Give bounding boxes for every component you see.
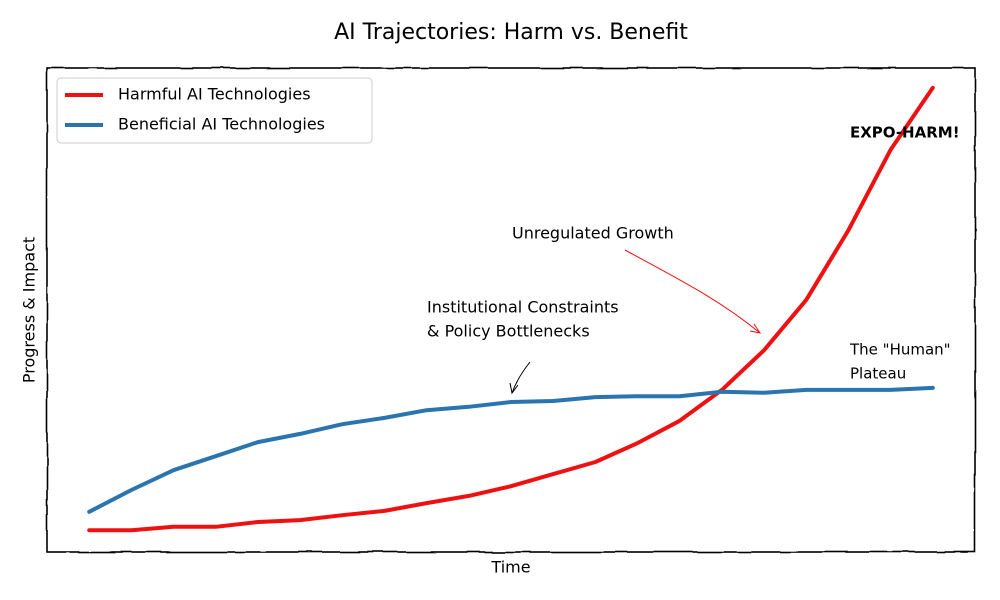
legend-label: Beneficial AI Technologies [118,115,325,134]
data-line [87,85,935,533]
annotation: EXPO-HARM! [850,124,960,142]
data-line [87,385,935,514]
annotation: Institutional Constraints [427,298,619,317]
y-axis-label: Progress & Impact [20,237,39,383]
annotation: Unregulated Growth [512,224,674,243]
legend-box [56,77,373,144]
annotation: Plateau [850,365,906,383]
annotation-arrow [511,361,531,394]
annotation: The "Human" [849,341,951,359]
x-axis-label: Time [490,558,530,577]
annotation-arrowhead [509,382,519,395]
chart-title: AI Trajectories: Harm vs. Benefit [334,20,688,45]
legend-label: Harmful AI Technologies [118,85,311,104]
plot-frame [46,67,976,553]
annotation: & Policy Bottlenecks [427,322,590,341]
annotation-arrow [624,249,761,334]
annotation-arrowhead [749,323,762,334]
